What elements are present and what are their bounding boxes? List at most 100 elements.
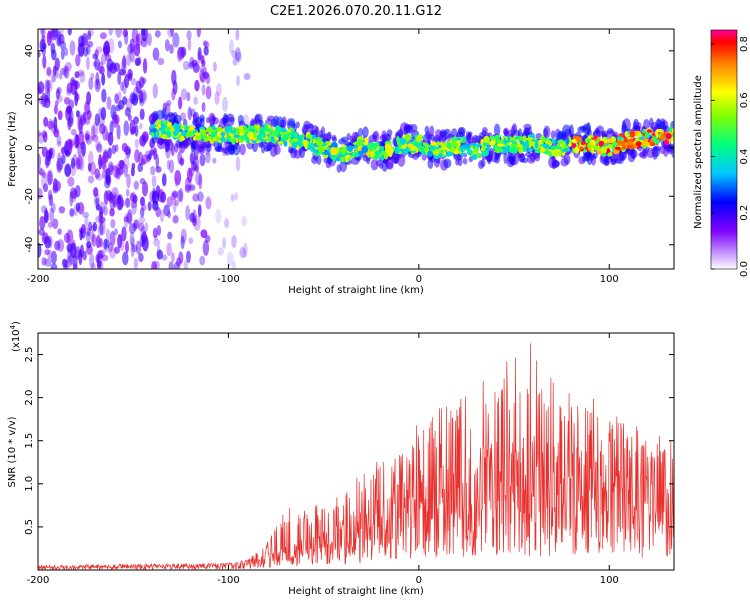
spectrogram-noise-blob	[178, 187, 184, 203]
spectrogram-noise-blob	[38, 187, 43, 200]
spectrogram-noise-blob	[131, 93, 139, 106]
spectrogram-noise-blob	[182, 60, 190, 71]
spectrogram-noise-blob	[147, 32, 152, 46]
spectrogram-ridge-halo	[614, 158, 622, 164]
spectrogram-noise-blob	[213, 61, 217, 72]
spectrogram-noise-blob	[95, 215, 103, 223]
top-y-tick-label: -40	[24, 237, 35, 253]
spectrogram-noise-blob	[86, 109, 92, 120]
spectrogram-ridge-point	[606, 138, 613, 144]
spectrogram-ridge-point	[174, 127, 181, 132]
spectrogram-noise-blob	[125, 148, 131, 159]
spectrogram-noise-blob	[47, 189, 53, 201]
top-y-tick-label: 20	[24, 93, 35, 106]
colorbar-ticks: 0.0 0.2 0.4 0.6 0.8	[711, 36, 750, 277]
spectrogram-noise-blob	[138, 216, 146, 224]
spectrogram-noise-blob	[170, 142, 175, 157]
spectrogram-ridge-point	[151, 131, 155, 138]
spectrogram-ridge-halo	[322, 132, 332, 142]
spectrogram-ridge-point	[184, 124, 189, 131]
spectrogram-noise-blob	[86, 56, 90, 71]
spectrogram-noise-blob	[186, 167, 193, 183]
spectrogram-ridge-point	[446, 151, 451, 157]
spectrogram-noise-blob	[189, 56, 195, 68]
spectrogram-noise-blob	[137, 163, 144, 173]
bottom-x-axis: -200 -100 0 100	[27, 333, 619, 586]
spectrogram-ridge-halo	[480, 159, 486, 168]
spectrogram-noise-blob	[87, 162, 92, 172]
spectrogram-noise-blob	[46, 170, 53, 186]
spectrogram-ridge-point	[553, 150, 559, 158]
spectrogram-noise-blob	[205, 196, 212, 210]
spectrogram-noise-blob	[77, 142, 82, 157]
spectrogram-noise-blob	[38, 228, 45, 236]
spectrogram-ridge-point	[180, 130, 187, 137]
top-x-axis: -200 -100 0 100	[27, 29, 619, 285]
spectrogram-noise-blob	[117, 234, 123, 249]
bottom-y-tick-label: 2.0	[24, 390, 35, 406]
spectrogram-noise-blob	[46, 79, 51, 91]
spectrogram-ridge-point	[561, 141, 566, 149]
spectrogram-noise-blob	[67, 116, 74, 127]
spectrogram-noise-blob	[72, 188, 78, 200]
spectrogram-ridge-halo	[227, 142, 235, 155]
spectrogram-noise-blob	[41, 205, 48, 214]
bottom-y-tick-label: 0.5	[24, 519, 35, 535]
spectrogram-ridge-point	[429, 144, 437, 151]
spectrogram-ridge-point	[514, 136, 520, 140]
spectrogram-noise-blob	[159, 209, 165, 223]
spectrogram-noise-blob	[56, 140, 62, 147]
spectrogram-noise-blob	[230, 194, 235, 202]
spectrogram-ridge-point	[497, 138, 501, 145]
spectrogram-noise-blob	[129, 192, 135, 202]
spectrogram-noise-blob	[124, 213, 129, 229]
spectrogram-noise-blob	[96, 253, 104, 261]
spectrogram-noise-blob	[178, 96, 183, 110]
spectrogram-noise-blob	[147, 153, 153, 160]
spectrogram-noise-blob	[67, 176, 75, 187]
spectrogram-noise-blob	[101, 254, 109, 262]
spectrogram-noise-blob	[54, 240, 61, 251]
spectrogram-ridge-point	[598, 140, 604, 147]
spectrogram-ridge-point	[535, 138, 539, 144]
spectrogram-noise-blob	[88, 221, 93, 232]
spectrogram-ridge-halo	[208, 112, 216, 126]
spectrogram-ridge-point	[642, 140, 649, 147]
spectrogram-noise-blob	[69, 190, 77, 203]
spectrogram-noise-blob	[235, 156, 241, 172]
spectrogram-ridge-point	[370, 148, 375, 152]
spectrogram-ridge-halo	[336, 164, 342, 173]
spectrogram-noise-blob	[192, 217, 197, 227]
spectrogram-ridge-point	[282, 133, 290, 141]
spectrogram-noise-blob	[91, 233, 97, 247]
spectrogram-ridge-point	[637, 132, 643, 138]
spectrogram-noise-blob	[87, 150, 94, 167]
spectrogram-noise-blob	[52, 65, 57, 77]
spectrogram-noise-blob	[99, 32, 107, 40]
spectrogram-noise-blob	[127, 72, 133, 82]
spectrogram-noise-blob	[105, 239, 111, 249]
colorbar-tick-label: 0.4	[739, 149, 750, 165]
spectrogram-ridge-point	[316, 138, 321, 147]
spectrogram-ridge-point	[439, 149, 445, 154]
spectrogram-noise-blob	[192, 193, 200, 202]
colorbar-label: Normalized spectral amplitude	[693, 75, 704, 229]
spectrogram-ridge-point	[520, 144, 524, 152]
top-x-tick-label: 0	[416, 274, 422, 285]
spectrogram-ridge-halo	[535, 132, 542, 139]
spectrogram-noise-blob	[82, 111, 87, 124]
spectrogram-ridge-point	[579, 146, 584, 150]
spectrogram-noise-blob	[38, 153, 42, 169]
spectrogram-noise-blob	[128, 223, 136, 234]
spectrogram-ridge-halo	[534, 152, 541, 162]
spectrogram-noise-blob	[96, 259, 103, 268]
spectrogram-ridge-halo	[173, 114, 182, 125]
spectrogram-ridge-halo	[403, 125, 409, 136]
spectrogram-noise-blob	[123, 216, 129, 223]
spectrogram-noise-blob	[47, 221, 54, 228]
spectrogram-noise-blob	[192, 62, 200, 74]
spectrogram-ridge-point	[210, 131, 218, 137]
spectrogram-noise-blob	[138, 122, 143, 130]
spectrogram-ridge-halo	[163, 114, 169, 121]
